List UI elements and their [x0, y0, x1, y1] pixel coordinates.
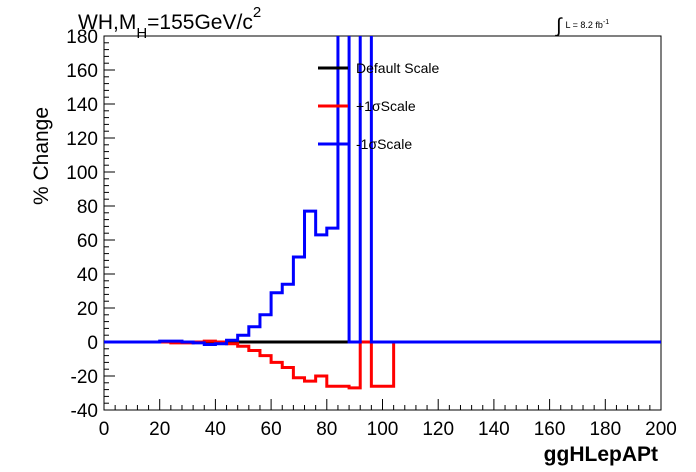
legend-label: -1σScale [356, 136, 412, 152]
plot-frame [103, 35, 662, 411]
legend-label: +1σScale [356, 98, 416, 114]
series-lines [104, 36, 661, 390]
y-tick-label: 180 [66, 27, 98, 48]
x-tick-label: 40 [205, 419, 226, 440]
axis-ticks: 0 20 40 60 80 100 120 140 160 180 200 -40 -20 0 20 40 60… [66, 27, 677, 440]
legend-label: Default Scale [356, 60, 439, 76]
y-tick-label: 80 [77, 197, 98, 218]
y-tick-label: 120 [66, 129, 98, 150]
y-tick-label: 40 [77, 265, 98, 286]
x-tick-label: 60 [261, 419, 282, 440]
x-tick-label: 100 [367, 419, 399, 440]
x-tick-label: 140 [478, 419, 510, 440]
y-tick-label: 160 [66, 61, 98, 82]
y-axis-label: % Change [30, 107, 53, 205]
y-tick-label: 140 [66, 95, 98, 116]
x-axis-label: ggHLepAPt [544, 443, 658, 466]
series-line-2 [104, 36, 661, 347]
x-tick-label: 120 [422, 419, 454, 440]
y-tick-label: 20 [77, 299, 98, 320]
y-tick-label: -20 [71, 367, 98, 388]
x-tick-label: 200 [645, 419, 677, 440]
x-tick-label: 20 [149, 419, 170, 440]
y-tick-label: 0 [87, 333, 98, 354]
y-tick-label: 60 [77, 231, 98, 252]
x-tick-label: 180 [589, 419, 621, 440]
series-line-1 [104, 339, 661, 390]
y-tick-label: 100 [66, 163, 98, 184]
x-tick-label: 160 [534, 419, 566, 440]
chart-title: WH,MH=155GeV/c2 [78, 4, 261, 42]
x-tick-label: 80 [316, 419, 337, 440]
x-tick-label: 0 [99, 419, 110, 440]
lumi-label: ∫ L = 8.2 fb-1 [555, 15, 609, 37]
y-tick-label: -40 [71, 401, 98, 422]
legend: Default Scale +1σScale -1σScale [318, 60, 439, 152]
